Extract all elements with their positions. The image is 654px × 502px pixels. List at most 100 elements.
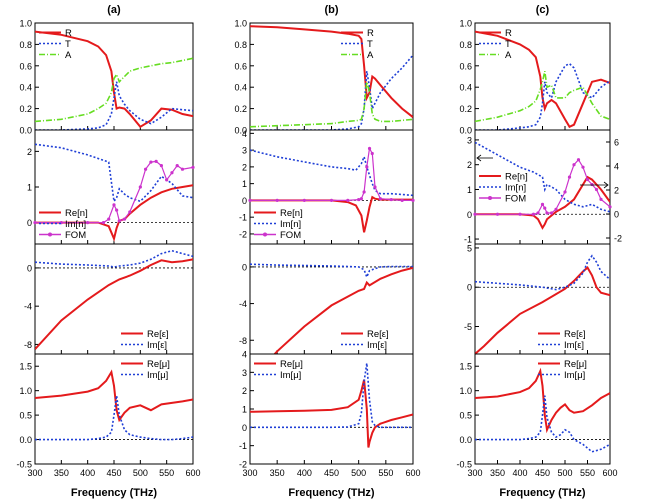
legend-marker	[488, 196, 492, 200]
legend-label: Re[n]	[65, 208, 88, 219]
data-point	[302, 198, 306, 203]
data-point	[370, 151, 374, 156]
right-y-tick-label: 6	[614, 138, 619, 148]
y-tick-label: -4	[24, 302, 32, 312]
legend-label: A	[367, 50, 374, 61]
data-point	[545, 211, 549, 215]
legend-label: Im[n]	[505, 183, 526, 194]
x-axis-label: Frequency (THz)	[71, 487, 158, 499]
y-tick-label: 2	[467, 160, 472, 170]
series-line	[35, 57, 193, 123]
data-point	[138, 185, 142, 189]
y-tick-label: 0.5	[459, 411, 472, 421]
y-tick-label: -5	[464, 322, 472, 332]
x-tick-label: 300	[27, 468, 42, 478]
data-point	[357, 197, 361, 202]
x-tick-label: 550	[159, 468, 174, 478]
x-tick-label: 450	[535, 468, 550, 478]
y-tick-label: 0.4	[19, 83, 32, 93]
series-line	[250, 81, 413, 128]
data-point	[590, 182, 594, 187]
legend-label: Im[n]	[280, 219, 301, 230]
x-tick-label: 350	[490, 468, 505, 478]
data-point	[86, 221, 90, 225]
series-line	[250, 146, 413, 201]
series-line	[475, 254, 610, 291]
legend-label: Re[μ]	[564, 359, 587, 370]
series-line	[475, 71, 610, 123]
data-point	[33, 221, 37, 225]
legend-label: R	[367, 28, 374, 39]
series-line	[475, 395, 610, 453]
data-point	[101, 221, 106, 225]
y-tick-label: 0.5	[19, 411, 32, 421]
data-point	[378, 197, 382, 201]
legend-marker	[48, 232, 52, 237]
y-tick-label: 1.0	[459, 386, 472, 396]
x-axis-label: Frequency (THz)	[499, 487, 586, 499]
data-point	[175, 164, 179, 168]
x-tick-label: 400	[80, 468, 95, 478]
data-point	[411, 198, 415, 203]
data-point	[599, 197, 603, 201]
series-line	[250, 149, 413, 197]
y-tick-label: 0	[467, 283, 472, 293]
x-tick-label: 350	[54, 468, 69, 478]
data-point	[248, 198, 252, 203]
data-point	[585, 177, 590, 182]
y-tick-label: -8	[24, 340, 32, 350]
legend-label: R	[505, 28, 512, 39]
y-tick-label: 0.2	[459, 104, 472, 114]
legend-label: Im[ε]	[147, 340, 167, 351]
data-point	[572, 163, 576, 167]
series-line	[250, 263, 413, 280]
series-line	[250, 195, 413, 233]
legend-label: Re[μ]	[280, 359, 303, 370]
legend-marker	[263, 232, 267, 237]
x-axis-label: Frequency (THz)	[288, 487, 375, 499]
x-tick-label: 500	[133, 468, 148, 478]
data-point	[389, 197, 393, 202]
y-tick-label: 1.0	[459, 19, 472, 29]
y-tick-label: 1.5	[19, 362, 32, 372]
series-line	[250, 25, 413, 118]
axis-arrow-head	[603, 181, 609, 189]
x-tick-label: 450	[106, 468, 121, 478]
data-point	[373, 185, 377, 189]
y-tick-label: 0.2	[19, 104, 32, 114]
series-line	[250, 379, 413, 448]
data-point	[191, 165, 195, 170]
data-point	[531, 212, 536, 216]
series-line	[250, 54, 413, 130]
y-tick-label: 1	[242, 405, 247, 415]
plot-frame	[249, 129, 414, 245]
data-point	[473, 212, 477, 216]
data-point	[549, 211, 554, 215]
x-tick-label: 300	[242, 468, 257, 478]
y-tick-label: 3	[467, 135, 472, 145]
data-point	[329, 198, 334, 203]
legend-label: Im[μ]	[280, 370, 301, 381]
y-tick-label: 4	[242, 350, 247, 360]
y-tick-label: 0.6	[234, 61, 247, 71]
y-tick-label: 0.0	[459, 435, 472, 445]
x-tick-label: 400	[512, 468, 527, 478]
y-tick-label: 0	[242, 262, 247, 272]
y-tick-label: 1	[467, 185, 472, 195]
series-line	[475, 62, 610, 130]
plot-frame	[474, 353, 611, 465]
data-point	[359, 197, 363, 201]
y-tick-label: -4	[239, 299, 247, 309]
y-tick-label: 0.8	[19, 40, 32, 50]
data-point	[165, 178, 169, 182]
data-point	[159, 164, 163, 168]
axis-arrow-head	[476, 154, 482, 162]
data-point	[536, 211, 540, 215]
data-point	[540, 202, 545, 206]
series-line	[475, 175, 610, 230]
y-tick-label: -0.5	[16, 460, 32, 470]
legend-label: T	[367, 39, 373, 50]
y-tick-label: 0	[467, 210, 472, 220]
right-y-tick-label: -2	[614, 234, 622, 244]
data-point	[117, 219, 121, 223]
